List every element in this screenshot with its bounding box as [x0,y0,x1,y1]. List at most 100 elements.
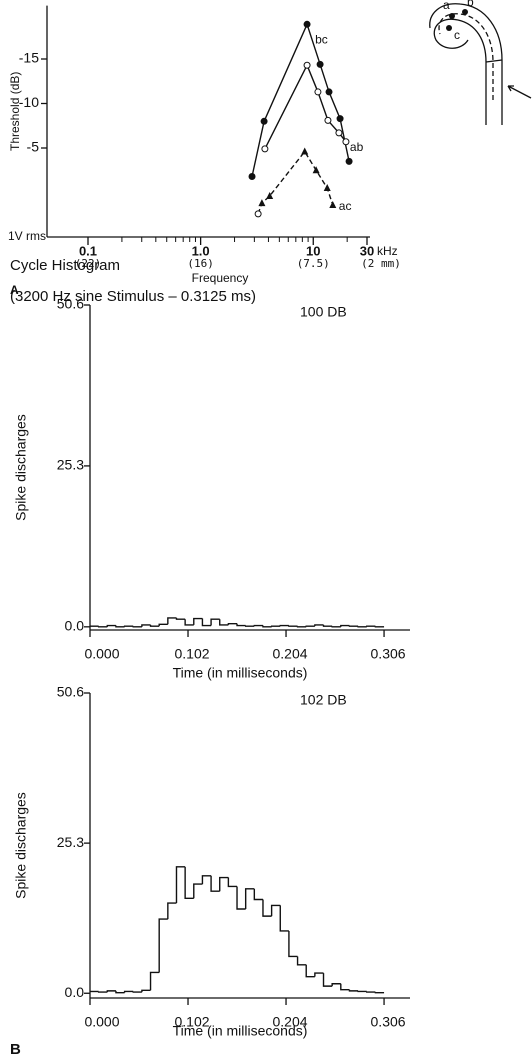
histogram-step [270,904,281,917]
histogram-step [340,983,350,991]
histogram-step [97,626,108,628]
histogram-step [167,902,177,920]
histogram-step [158,623,168,627]
histogram-step [123,990,134,993]
marker [336,115,344,123]
histogram-step [322,624,333,627]
x-tick-label: 0.102 [174,646,209,662]
histogram-step [184,619,194,626]
histogram-step [331,626,341,628]
y-tick-label: -5 [27,139,40,155]
y-tick-label: -10 [19,94,39,110]
marker [329,200,337,208]
x-unit: kHz [377,244,398,258]
x-tick-label: 0.204 [273,646,308,662]
panel-label: B [10,1041,21,1058]
histogram-step [175,617,186,620]
histogram-step [123,625,134,627]
histogram-step [236,623,246,627]
cochlea-diagram: a b c [429,0,532,125]
y-axis-label: Spike discharges [13,792,29,899]
series-line [264,63,347,150]
histogram-step [149,624,160,627]
series-label: bc [315,32,328,46]
y-tick-label: 50.6 [57,296,84,312]
annotation: 100 DB [300,304,347,320]
histogram-step [201,618,212,627]
histogram-step [141,624,151,627]
histogram-step [262,625,272,628]
arrow [507,85,532,99]
histogram-step [210,875,220,892]
histogram-step [227,622,238,625]
x-tick-label: 0.306 [371,1014,406,1030]
marker [325,88,333,96]
x-tick-label: 0.102 [174,1014,209,1030]
histogram-step [219,876,229,892]
histogram-step [305,625,315,627]
histogram-step [288,625,298,627]
panel-label: A [10,283,19,297]
histogram-step [201,875,212,885]
series-label: ac [339,199,352,213]
y-tick-label: 25.3 [57,834,84,850]
histogram-step [253,888,263,901]
histogram-step [366,625,376,627]
histogram-step [253,624,263,627]
histogram-step [322,973,333,987]
histogram-step [374,626,385,628]
histogram-step [158,918,168,973]
marker [345,157,353,165]
site-dot [449,13,455,19]
histogram-step [348,989,359,992]
histogram-step [193,883,203,899]
cochlea-outline [485,59,503,63]
histogram-step [314,624,324,627]
x-place-label: (7.5) [297,257,330,270]
marker [324,116,332,124]
histogram-step [296,956,307,966]
histogram-step [279,905,289,932]
x-tick-label: 0.000 [84,1014,119,1030]
histogram-step [314,972,324,977]
series-line [251,22,350,177]
histogram-step [175,866,186,904]
histogram-step [279,624,289,627]
site-dot [462,9,468,15]
marker [266,192,274,200]
site-dot [446,25,452,31]
histogram-step [210,618,220,626]
cochlea-outline [433,18,487,125]
x-tick-label: 10 [306,243,320,258]
histogram-step [244,888,255,909]
series-line [257,150,334,215]
histogram-step [366,991,376,993]
marker [248,172,256,180]
histogram-step [193,617,203,625]
histogram-step [141,989,151,993]
histogram-step [184,866,194,900]
histogram-step [296,626,307,628]
x-tick-label: 30 [360,243,374,258]
histogram-step [288,930,298,958]
x-axis-label: Time (in milliseconds) [173,1023,308,1039]
x-axis-label: Time (in milliseconds) [173,665,308,681]
histogram-step [270,625,281,627]
x-place-label: (16) [187,257,214,270]
histogram-step [167,617,177,625]
marker [323,184,331,192]
marker [314,88,322,96]
diagram-label: c [454,28,460,42]
histogram-step [132,991,142,993]
histogram-step [149,971,160,991]
x-tick-label: 0.306 [371,646,406,662]
histogram-step [340,624,350,627]
section-title: Cycle Histogram [10,257,120,274]
histogram-step [227,877,238,888]
histogram-step [106,990,116,993]
section-subtitle: (3200 Hz sine Stimulus – 0.3125 ms) [10,288,256,305]
marker [258,199,266,207]
histogram-step [219,619,229,626]
cochlea-outline [429,3,503,125]
histogram-step [244,625,255,627]
